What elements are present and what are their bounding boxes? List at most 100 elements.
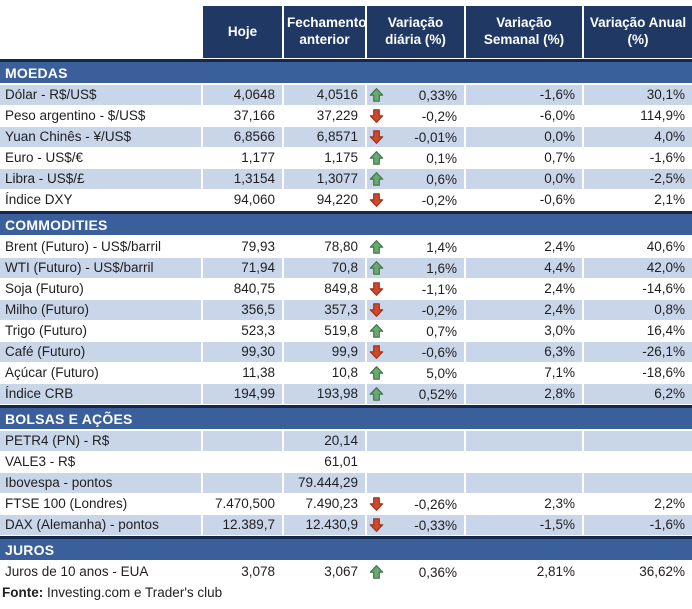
cell-variacao-diaria — [367, 473, 466, 493]
table-row: Yuan Chinês - ¥/US$ 6,8566 6,8571 -0,01%… — [0, 127, 692, 147]
cell-variacao-diaria: -0,01% — [367, 127, 466, 147]
cell-fechamento-anterior: 79.444,29 — [284, 473, 367, 493]
cell-variacao-anual: 2,1% — [654, 192, 685, 207]
row-label: Libra - US$/£ — [0, 169, 203, 189]
cell-hoje: 71,94 — [203, 258, 284, 278]
variacao-diaria-value: 0,36% — [418, 564, 457, 580]
cell-hoje — [203, 431, 284, 451]
table-row: Café (Futuro) 99,30 99,9 -0,6% 6,3% -26,… — [0, 342, 692, 362]
trend-arrow-icon — [369, 239, 384, 255]
cell-variacao-diaria: 0,6% — [367, 169, 466, 189]
cell-fechamento-anterior: 1,3077 — [284, 169, 367, 189]
header-blank — [0, 6, 203, 58]
cell-hoje: 356,5 — [203, 300, 284, 320]
table-row: FTSE 100 (Londres) 7.470,500 7.490,23 -0… — [0, 494, 692, 514]
column-header-variacao-semanal: Variação Semanal (%) — [466, 6, 584, 58]
table-row: Índice DXY 94,060 94,220 -0,2% -0,6% 2,1… — [0, 190, 692, 210]
cell-variacao-semanal: 2,4% — [466, 237, 584, 257]
cell-fechamento-anterior: 70,8 — [284, 258, 367, 278]
trend-arrow-icon — [369, 129, 384, 145]
column-header-variacao-anual: Variação Anual (%) — [584, 6, 692, 58]
cell-fechamento-anterior: 37,229 — [284, 106, 367, 126]
table-row: WTI (Futuro) - US$/barril 71,94 70,8 1,6… — [0, 258, 692, 278]
cell-hoje: 6,8566 — [203, 127, 284, 147]
cell-fechamento-anterior: 6,8571 — [284, 127, 367, 147]
variacao-diaria-value: -0,26% — [414, 496, 457, 512]
cell-variacao-semanal: -6,0% — [466, 106, 584, 126]
row-label: Índice DXY — [0, 190, 203, 210]
cell-variacao-anual: 6,2% — [584, 384, 692, 404]
cell-variacao-diaria: 0,7% — [367, 321, 466, 341]
table-row: Libra - US$/£ 1,3154 1,3077 0,6% 0,0% -2… — [0, 169, 692, 189]
row-label: VALE3 - R$ — [0, 452, 203, 472]
cell-fechamento-anterior: 94,220 — [284, 190, 367, 210]
source-text: Investing.com e Trader's club — [43, 585, 223, 600]
table-row: Dólar - R$/US$ 4,0648 4,0516 0,33% -1,6%… — [0, 85, 692, 105]
section-title: BOLSAS E AÇÕES — [5, 410, 133, 427]
table-row: Brent (Futuro) - US$/barril 79,93 78,80 … — [0, 237, 692, 257]
cell-variacao-anual: 30,1% — [584, 85, 692, 105]
cell-variacao-semanal: 2,81% — [466, 562, 584, 582]
cell-fechamento-anterior: 20,14 — [284, 431, 367, 451]
cell-variacao-semanal: 7,1% — [466, 363, 584, 383]
table-row: Milho (Futuro) 356,5 357,3 -0,2% 2,4% 0,… — [0, 300, 692, 320]
row-label: Yuan Chinês - ¥/US$ — [0, 127, 203, 147]
trend-arrow-icon — [369, 496, 384, 512]
cell-hoje: 7.470,500 — [203, 494, 284, 514]
section-title: MOEDAS — [5, 64, 68, 81]
cell-variacao-anual: 4,0% — [584, 127, 692, 147]
variacao-diaria-value: -0,2% — [421, 192, 457, 208]
variacao-diaria-value: -0,2% — [421, 108, 457, 124]
cell-variacao-anual: -1,6% — [649, 150, 685, 165]
cell-variacao-anual: 42,0% — [584, 258, 692, 278]
variacao-diaria-value: -1,1% — [421, 281, 457, 297]
cell-fechamento-anterior: 61,01 — [284, 452, 367, 472]
variacao-diaria-value: -0,33% — [414, 517, 457, 533]
cell-hoje: 1,3154 — [203, 169, 284, 189]
cell-variacao-anual: 16,4% — [646, 323, 685, 338]
cell-hoje: 1,177 — [203, 148, 284, 168]
cell-variacao-diaria: -1,1% — [367, 279, 466, 299]
cell-variacao-anual: -18,6% — [642, 365, 685, 380]
table-row: Soja (Futuro) 840,75 849,8 -1,1% 2,4% -1… — [0, 279, 692, 299]
row-label: DAX (Alemanha) - pontos — [0, 515, 203, 535]
variacao-diaria-value: 0,1% — [426, 150, 457, 166]
cell-variacao-anual: 114,9% — [640, 108, 685, 123]
cell-variacao-diaria: -0,6% — [367, 342, 466, 362]
row-label: Peso argentino - $/US$ — [0, 106, 203, 126]
cell-fechamento-anterior: 357,3 — [284, 300, 367, 320]
section-header-bolsas-e-acoes: BOLSAS E AÇÕES — [0, 405, 692, 429]
cell-variacao-semanal — [466, 473, 584, 493]
cell-hoje — [203, 473, 284, 493]
cell-variacao-anual: -14,6% — [642, 281, 685, 296]
cell-variacao-anual: -26,1% — [584, 342, 692, 362]
cell-variacao-anual: -2,5% — [584, 169, 692, 189]
cell-variacao-anual — [584, 431, 692, 451]
table-row: Ibovespa - pontos 79.444,29 — [0, 473, 692, 493]
section-header-juros: JUROS — [0, 536, 692, 560]
column-header-hoje: Hoje — [203, 6, 284, 58]
cell-hoje: 840,75 — [203, 279, 284, 299]
cell-variacao-semanal: 3,0% — [466, 321, 584, 341]
trend-arrow-icon — [369, 171, 384, 187]
row-label: Milho (Futuro) — [0, 300, 203, 320]
table-row: Açúcar (Futuro) 11,38 10,8 5,0% 7,1% -18… — [0, 363, 692, 383]
trend-arrow-icon — [369, 150, 384, 166]
row-label: Açúcar (Futuro) — [0, 363, 203, 383]
table-row: PETR4 (PN) - R$ 20,14 — [0, 431, 692, 451]
trend-arrow-icon — [369, 87, 384, 103]
column-header-variacao-diaria: Variação diária (%) — [367, 6, 466, 58]
section-title: COMMODITIES — [5, 216, 108, 233]
cell-variacao-semanal: 0,0% — [466, 169, 584, 189]
variacao-diaria-value: 0,33% — [418, 87, 457, 103]
trend-arrow-icon — [369, 323, 384, 339]
source-label: Fonte: — [2, 585, 44, 600]
cell-hoje: 523,3 — [203, 321, 284, 341]
cell-hoje: 79,93 — [203, 237, 284, 257]
variacao-diaria-value: 0,7% — [426, 323, 457, 339]
row-label: Juros de 10 anos - EUA — [0, 562, 203, 582]
cell-variacao-semanal: 6,3% — [466, 342, 584, 362]
cell-variacao-diaria: -0,33% — [367, 515, 466, 535]
cell-fechamento-anterior: 1,175 — [284, 148, 367, 168]
cell-hoje: 3,078 — [203, 562, 284, 582]
